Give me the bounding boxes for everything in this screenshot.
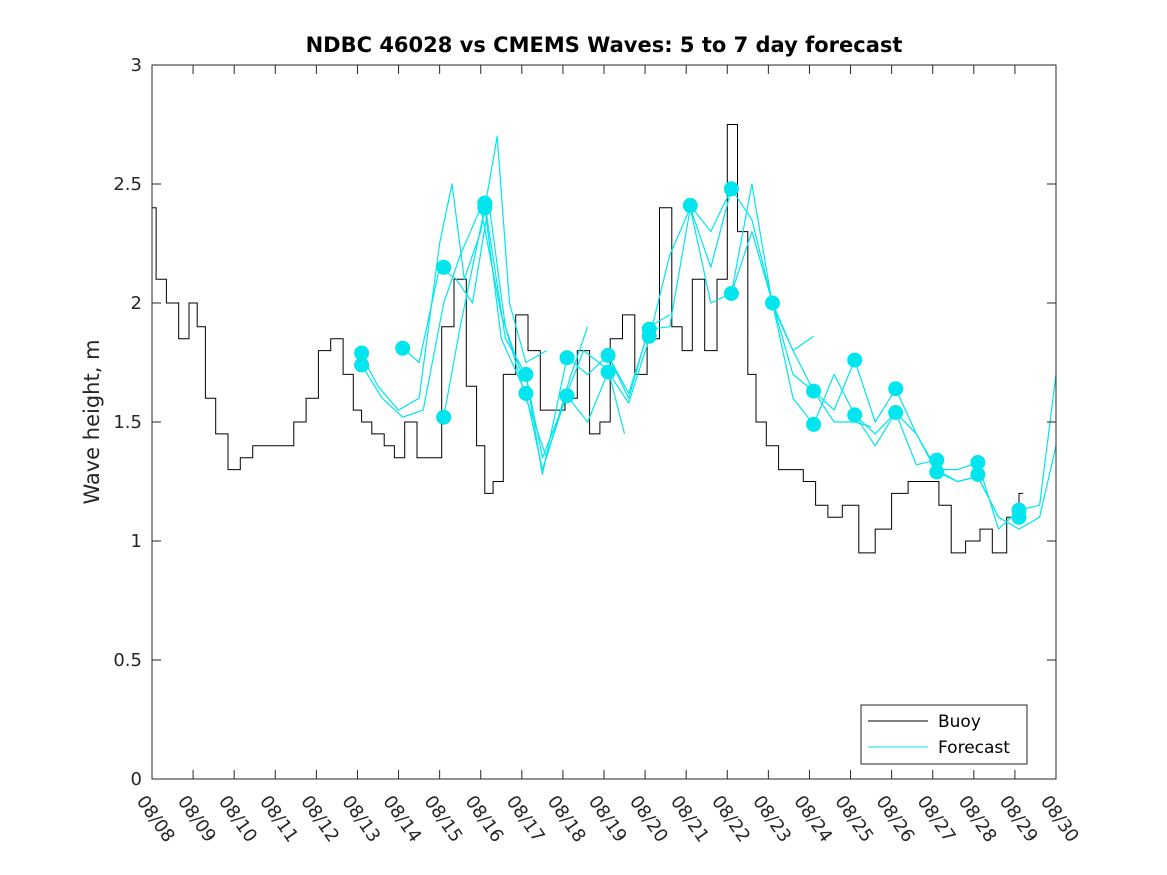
legend-buoy-label: Buoy bbox=[938, 712, 981, 732]
y-tick-label: 1.5 bbox=[113, 412, 142, 433]
forecast-marker bbox=[436, 259, 452, 275]
forecast-marker bbox=[518, 366, 534, 382]
legend-forecast-label: Forecast bbox=[938, 738, 1010, 758]
forecast-marker bbox=[847, 407, 863, 423]
forecast-marker bbox=[436, 409, 452, 425]
marker-layer bbox=[354, 181, 1027, 525]
forecast-layer bbox=[361, 135, 1057, 530]
forecast-marker bbox=[888, 405, 904, 420]
forecast-line-4 bbox=[443, 207, 626, 471]
forecast-marker bbox=[559, 350, 575, 366]
forecast-marker bbox=[682, 197, 698, 213]
forecast-marker bbox=[806, 416, 822, 432]
forecast-marker bbox=[888, 381, 904, 397]
y-tick-label: 2 bbox=[131, 293, 142, 314]
forecast-marker bbox=[806, 383, 822, 399]
forecast-line-2 bbox=[361, 207, 523, 418]
forecast-marker bbox=[1011, 509, 1027, 525]
forecast-marker bbox=[354, 357, 370, 373]
forecast-line-9 bbox=[730, 231, 937, 466]
forecast-line-7 bbox=[607, 183, 814, 394]
forecast-marker bbox=[641, 328, 657, 344]
forecast-marker bbox=[723, 286, 739, 301]
y-tick-label: 1 bbox=[131, 531, 142, 552]
y-tick-label: 3 bbox=[131, 55, 142, 76]
forecast-line-12 bbox=[936, 445, 1057, 530]
forecast-marker bbox=[518, 385, 534, 401]
forecast-line-6 bbox=[525, 188, 732, 459]
forecast-marker bbox=[765, 295, 780, 311]
forecast-marker bbox=[600, 364, 616, 380]
forecast-marker bbox=[723, 181, 739, 197]
forecast-marker bbox=[970, 466, 986, 482]
forecast-line-1 bbox=[361, 135, 547, 411]
forecast-line-8 bbox=[689, 188, 872, 428]
legend: Buoy Forecast bbox=[860, 704, 1028, 765]
forecast-marker bbox=[559, 388, 575, 404]
forecast-marker bbox=[929, 464, 945, 480]
y-tick-label: 0 bbox=[131, 769, 142, 790]
y-tick-label: 0.5 bbox=[113, 650, 142, 671]
forecast-marker bbox=[477, 200, 493, 216]
forecast-marker bbox=[600, 347, 616, 363]
y-axis-label: Wave height, m bbox=[80, 339, 104, 504]
legend-box bbox=[860, 704, 1028, 765]
chart-title: NDBC 46028 vs CMEMS Waves: 5 to 7 day fo… bbox=[306, 33, 903, 57]
forecast-marker bbox=[395, 340, 411, 356]
forecast-marker bbox=[847, 352, 863, 368]
y-tick-label: 2.5 bbox=[113, 174, 142, 195]
